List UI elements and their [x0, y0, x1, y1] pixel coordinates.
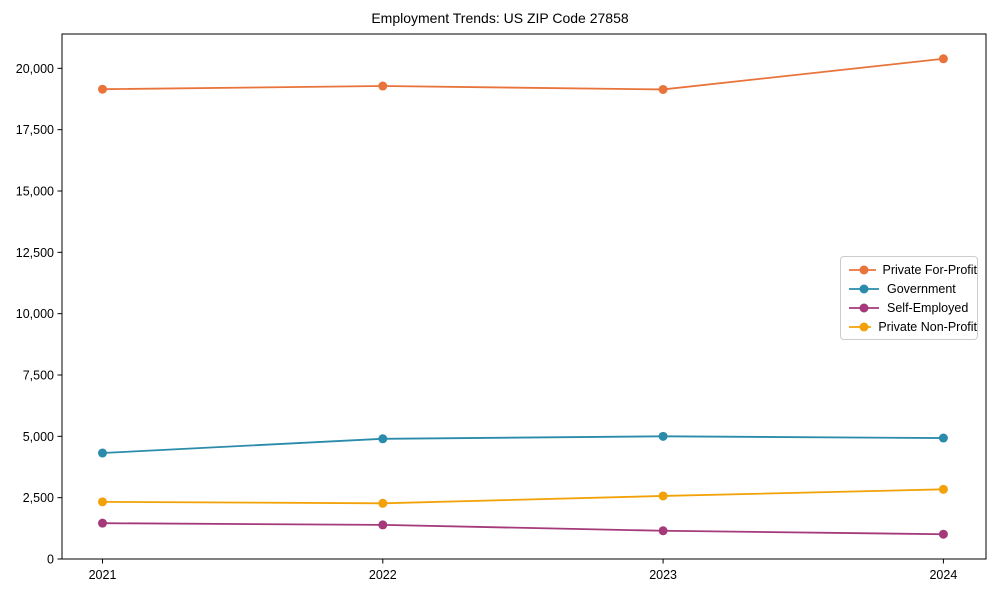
data-point-self-employed-2021: [98, 518, 107, 528]
chart-title: Employment Trends: US ZIP Code 27858: [371, 10, 629, 26]
legend-item-private-for-profit: Private For-Profit: [841, 260, 977, 279]
data-point-private-non-profit-2023: [658, 491, 668, 501]
series-line-private-for-profit: [102, 57, 944, 91]
legend-marker-icon: [849, 265, 876, 274]
legend-label: Private For-Profit: [882, 262, 977, 277]
data-point-government-2023: [658, 431, 668, 441]
data-point-private-for-profit-2023: [658, 84, 668, 94]
legend-item-private-non-profit: Private Non-Profit: [841, 317, 977, 336]
y-tick-label: 12,500: [16, 246, 54, 260]
legend-label: Private Non-Profit: [878, 319, 977, 334]
y-tick-label: 5,000: [23, 430, 54, 444]
data-point-self-employed-2024: [938, 529, 948, 539]
data-point-private-for-profit-2024: [938, 54, 948, 64]
data-point-private-for-profit-2021: [98, 84, 107, 94]
legend-marker-icon: [849, 284, 879, 293]
data-point-private-for-profit-2022: [378, 81, 388, 91]
legend-marker-icon: [849, 303, 879, 312]
data-point-government-2024: [938, 433, 948, 443]
data-point-self-employed-2022: [378, 520, 388, 530]
y-tick-label: 0: [47, 553, 54, 567]
data-point-private-non-profit-2021: [98, 497, 107, 507]
series-line-self-employed: [102, 522, 944, 536]
plot-frame: [61, 33, 987, 560]
y-tick-label: 2,500: [23, 491, 54, 505]
y-tick-label: 7,500: [23, 369, 54, 383]
legend-label: Government: [887, 281, 956, 296]
legend-marker-icon: [849, 322, 872, 331]
legend-item-government: Government: [841, 279, 977, 298]
data-point-self-employed-2023: [658, 526, 668, 536]
legend-item-self-employed: Self-Employed: [841, 298, 977, 317]
legend-label: Self-Employed: [887, 300, 969, 315]
y-tick-label: 10,000: [16, 307, 54, 321]
series-line-government: [102, 435, 944, 454]
data-point-private-non-profit-2022: [378, 498, 388, 508]
y-tick-label: 15,000: [16, 185, 54, 199]
x-tick-label: 2024: [929, 568, 957, 582]
legend: Private For-Profit Government Self-Employe…: [840, 256, 978, 340]
x-tick-label: 2023: [649, 568, 677, 582]
data-point-government-2021: [98, 448, 107, 458]
series-line-private-non-profit: [102, 488, 944, 505]
x-tick-label: 2021: [89, 568, 117, 582]
data-point-government-2022: [378, 434, 388, 444]
y-tick-label: 20,000: [16, 62, 54, 76]
x-tick-label: 2022: [369, 568, 397, 582]
data-point-private-non-profit-2024: [938, 484, 948, 494]
y-tick-label: 17,500: [16, 123, 54, 137]
